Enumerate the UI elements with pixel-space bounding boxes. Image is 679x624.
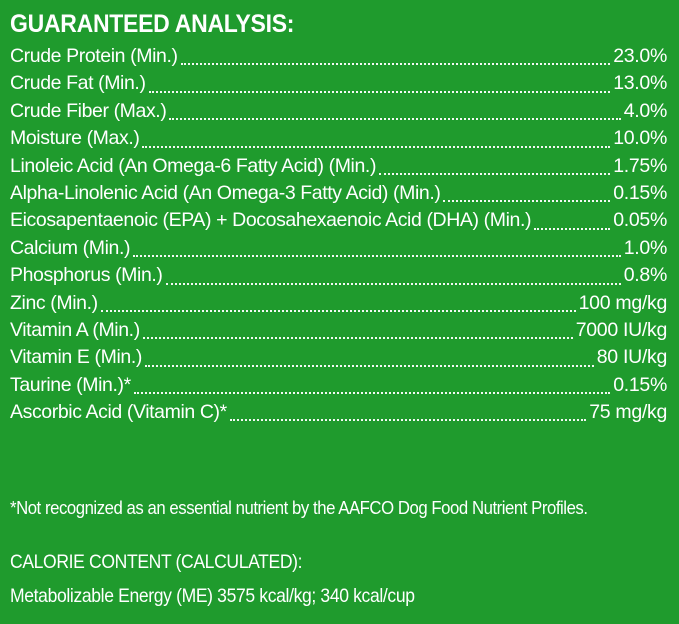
nutrient-value: 1.0% (623, 236, 668, 259)
nutrient-label: Crude Fiber (Max.) (10, 99, 167, 122)
dot-leader (165, 263, 621, 285)
dot-leader (100, 290, 576, 312)
nutrient-label: Taurine (Min.)* (10, 373, 131, 396)
guaranteed-analysis-title: GUARANTEED ANALYSIS: (10, 10, 295, 38)
nutrient-value: 100 mg/kg (578, 291, 668, 314)
nutrient-value: 75 mg/kg (589, 401, 667, 424)
analysis-row: Zinc (Min.) 100 mg/kg (10, 290, 667, 317)
nutrient-label: Linoleic Acid (An Omega-6 Fatty Acid) (M… (10, 154, 377, 177)
nutrient-value: 80 IU/kg (596, 346, 668, 369)
analysis-table: Crude Protein (Min.) 23.0% Crude Fat (Mi… (10, 43, 667, 426)
analysis-row: Taurine (Min.)* 0.15% (10, 372, 667, 399)
analysis-row: Crude Protein (Min.) 23.0% (10, 43, 667, 70)
nutrient-label: Calcium (Min.) (10, 236, 131, 259)
analysis-row: Alpha-Linolenic Acid (An Omega-3 Fatty A… (10, 180, 667, 207)
analysis-row: Moisture (Max.) 10.0% (10, 125, 667, 152)
nutrient-value: 0.15% (613, 373, 667, 396)
analysis-row: Vitamin A (Min.) 7000 IU/kg (10, 317, 667, 344)
nutrient-label: Vitamin A (Min.) (10, 318, 140, 341)
nutrient-value: 23.0% (613, 45, 667, 67)
analysis-row: Phosphorus (Min.) 0.8% (10, 262, 667, 289)
nutrient-label: Zinc (Min.) (10, 291, 98, 314)
nutrient-value: 7000 IU/kg (575, 318, 668, 341)
nutrient-label: Alpha-Linolenic Acid (An Omega-3 Fatty A… (10, 181, 441, 204)
nutrient-label: Crude Fat (Min.) (10, 72, 146, 95)
analysis-row: Crude Fiber (Max.) 4.0% (10, 98, 667, 125)
dot-leader (142, 126, 611, 148)
nutrient-value: 1.75% (613, 154, 667, 177)
dot-leader (148, 71, 611, 93)
nutrient-label: Vitamin E (Min.) (10, 346, 142, 369)
analysis-row: Vitamin E (Min.) 80 IU/kg (10, 344, 667, 371)
dot-leader (180, 43, 611, 66)
analysis-row: Calcium (Min.) 1.0% (10, 235, 667, 262)
nutrient-value: 0.8% (623, 264, 668, 287)
nutrient-value: 13.0% (613, 72, 667, 95)
analysis-row: Ascorbic Acid (Vitamin C)* 75 mg/kg (10, 399, 667, 426)
nutrient-label: Phosphorus (Min.) (10, 264, 163, 287)
dot-leader (443, 180, 611, 203)
dot-leader (133, 372, 611, 395)
analysis-row: Crude Fat (Min.) 13.0% (10, 70, 667, 97)
nutrient-value: 0.15% (613, 181, 667, 204)
dot-leader (144, 345, 594, 367)
dot-leader (169, 98, 621, 121)
dot-leader (142, 317, 573, 340)
aafco-footnote: *Not recognized as an essential nutrient… (10, 497, 588, 518)
metabolizable-energy-line: Metabolizable Energy (ME) 3575 kcal/kg; … (10, 585, 415, 607)
analysis-row: Eicosapentaenoic (EPA) + Docosahexaenoic… (10, 207, 667, 234)
nutrient-value: 10.0% (613, 127, 667, 150)
analysis-row: Linoleic Acid (An Omega-6 Fatty Acid) (M… (10, 153, 667, 180)
dot-leader (534, 208, 611, 230)
nutrient-value: 4.0% (623, 99, 668, 122)
dot-leader (379, 153, 611, 175)
calorie-content-title: CALORIE CONTENT (CALCULATED): (10, 551, 303, 573)
dot-leader (133, 235, 621, 258)
dot-leader (229, 399, 587, 422)
nutrient-label: Ascorbic Acid (Vitamin C)* (10, 401, 227, 424)
nutrient-value: 0.05% (613, 209, 667, 232)
nutrient-label: Moisture (Max.) (10, 127, 140, 150)
nutrient-label: Crude Protein (Min.) (10, 45, 178, 67)
nutrient-label: Eicosapentaenoic (EPA) + Docosahexaenoic… (10, 209, 532, 232)
